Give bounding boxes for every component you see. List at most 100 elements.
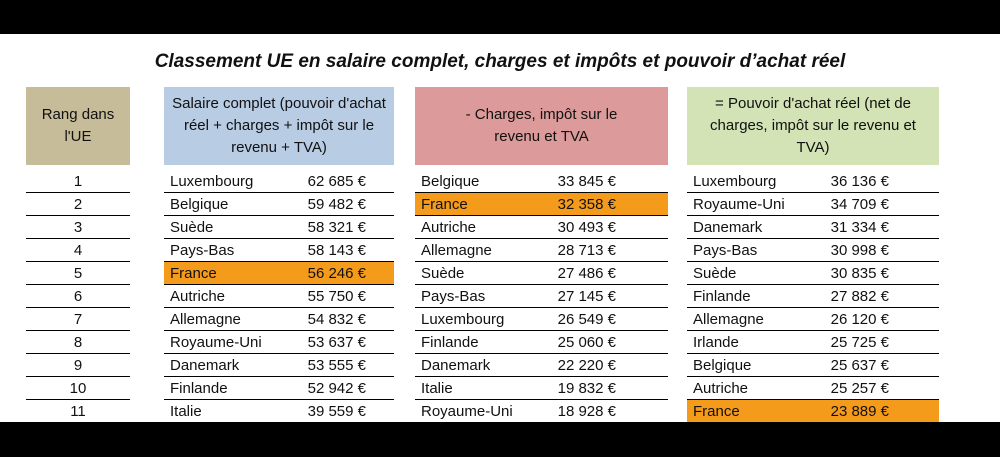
amount-value: 58 143 €: [307, 241, 366, 259]
country-name: Luxembourg: [421, 310, 505, 328]
amount-value: 59 482 €: [307, 195, 366, 213]
amount-value: 30 493 €: [557, 218, 616, 236]
salary-column: Salaire complet (pouvoir d'achat réel + …: [164, 87, 394, 423]
amount-value: 25 637 €: [830, 356, 889, 374]
country-name: Belgique: [170, 195, 229, 213]
country-name: Finlande: [170, 379, 228, 397]
country-name: Pays-Bas: [170, 241, 235, 259]
country-name: Autriche: [170, 287, 226, 305]
amount-value: 27 882 €: [830, 287, 889, 305]
table-row: Belgique 33 845 €: [415, 170, 668, 193]
amount-value: 22 220 €: [557, 356, 616, 374]
table-row: Royaume-Uni 34 709 €: [687, 193, 939, 216]
country-name: Royaume-Uni: [421, 402, 513, 420]
rank-header: Rang dans l'UE: [26, 87, 130, 165]
amount-value: 26 120 €: [830, 310, 889, 328]
table-row: Autriche 25 257 €: [687, 377, 939, 400]
country-name: Finlande: [421, 333, 479, 351]
amount-value: 23 889 €: [830, 402, 889, 420]
country-name: Royaume-Uni: [693, 195, 785, 213]
amount-value: 27 145 €: [557, 287, 616, 305]
table-row: Autriche 30 493 €: [415, 216, 668, 239]
country-name: Royaume-Uni: [170, 333, 262, 351]
power-header: = Pouvoir d'achat réel (net de charges, …: [687, 87, 939, 165]
rank-cell: 8: [26, 331, 130, 354]
rank-cell: 3: [26, 216, 130, 239]
table-row: Luxembourg 62 685 €: [164, 170, 394, 193]
country-name: Luxembourg: [170, 172, 254, 190]
country-name: Allemagne: [421, 241, 492, 259]
table-row: Allemagne 54 832 €: [164, 308, 394, 331]
amount-value: 52 942 €: [307, 379, 366, 397]
table-row: Suède 58 321 €: [164, 216, 394, 239]
table-row: Belgique 59 482 €: [164, 193, 394, 216]
table-row: Autriche 55 750 €: [164, 285, 394, 308]
rank-cell: 7: [26, 308, 130, 331]
country-name: Belgique: [421, 172, 480, 190]
amount-value: 36 136 €: [830, 172, 889, 190]
table-row: Italie 19 832 €: [415, 377, 668, 400]
table-row: France 23 889 €: [687, 400, 939, 423]
rank-cell: 9: [26, 354, 130, 377]
rank-cell: 4: [26, 239, 130, 262]
rank-cell: 1: [26, 170, 130, 193]
table-row: Finlande 52 942 €: [164, 377, 394, 400]
country-name: Autriche: [421, 218, 477, 236]
charges-header: - Charges, impôt sur le revenu et TVA: [415, 87, 668, 165]
country-name: France: [693, 402, 740, 420]
country-name: Allemagne: [170, 310, 241, 328]
amount-value: 34 709 €: [830, 195, 889, 213]
country-name: Suède: [421, 264, 465, 282]
charges-rows: Belgique 33 845 € France 32 358 € Autriche 30…: [415, 170, 668, 423]
amount-value: 31 334 €: [830, 218, 889, 236]
country-name: Danemark: [693, 218, 763, 236]
table-row: France 32 358 €: [415, 193, 668, 216]
amount-value: 25 060 €: [557, 333, 616, 351]
amount-value: 26 549 €: [557, 310, 616, 328]
table-row: Suède 30 835 €: [687, 262, 939, 285]
rank-cell: 11: [26, 400, 130, 423]
amount-value: 19 832 €: [557, 379, 616, 397]
amount-value: 53 637 €: [307, 333, 366, 351]
amount-value: 18 928 €: [557, 402, 616, 420]
power-rows: Luxembourg 36 136 € Royaume-Uni 34 709 € Dan…: [687, 170, 939, 423]
country-name: Irlande: [693, 333, 739, 351]
table-row: Pays-Bas 30 998 €: [687, 239, 939, 262]
amount-value: 58 321 €: [307, 218, 366, 236]
table-row: Danemark 53 555 €: [164, 354, 394, 377]
table-row: Allemagne 28 713 €: [415, 239, 668, 262]
amount-value: 32 358 €: [557, 195, 616, 213]
table-row: Belgique 25 637 €: [687, 354, 939, 377]
table-row: Pays-Bas 27 145 €: [415, 285, 668, 308]
table-row: Luxembourg 36 136 €: [687, 170, 939, 193]
table-row: Irlande 25 725 €: [687, 331, 939, 354]
amount-value: 27 486 €: [557, 264, 616, 282]
rank-rows: 1 2 3 4 5 6 7 8 9 10 11: [26, 170, 130, 423]
table-row: Danemark 31 334 €: [687, 216, 939, 239]
table-row: Pays-Bas 58 143 €: [164, 239, 394, 262]
rank-cell: 10: [26, 377, 130, 400]
table-row: Finlande 27 882 €: [687, 285, 939, 308]
table-row: Royaume-Uni 53 637 €: [164, 331, 394, 354]
table-row: Royaume-Uni 18 928 €: [415, 400, 668, 423]
amount-value: 56 246 €: [307, 264, 366, 282]
page-title: Classement UE en salaire complet, charge…: [154, 51, 846, 72]
country-name: Finlande: [693, 287, 751, 305]
country-name: Suède: [170, 218, 214, 236]
amount-value: 25 257 €: [830, 379, 889, 397]
country-name: Pays-Bas: [693, 241, 758, 259]
rank-cell: 2: [26, 193, 130, 216]
table-row: Suède 27 486 €: [415, 262, 668, 285]
amount-value: 39 559 €: [307, 402, 366, 420]
amount-value: 54 832 €: [307, 310, 366, 328]
country-name: France: [170, 264, 217, 282]
rank-cell: 5: [26, 262, 130, 285]
country-name: Suède: [693, 264, 737, 282]
country-name: Autriche: [693, 379, 749, 397]
country-name: Luxembourg: [693, 172, 777, 190]
rank-cell: 6: [26, 285, 130, 308]
country-name: Italie: [421, 379, 453, 397]
table-row: Luxembourg 26 549 €: [415, 308, 668, 331]
country-name: France: [421, 195, 468, 213]
table-row: Danemark 22 220 €: [415, 354, 668, 377]
